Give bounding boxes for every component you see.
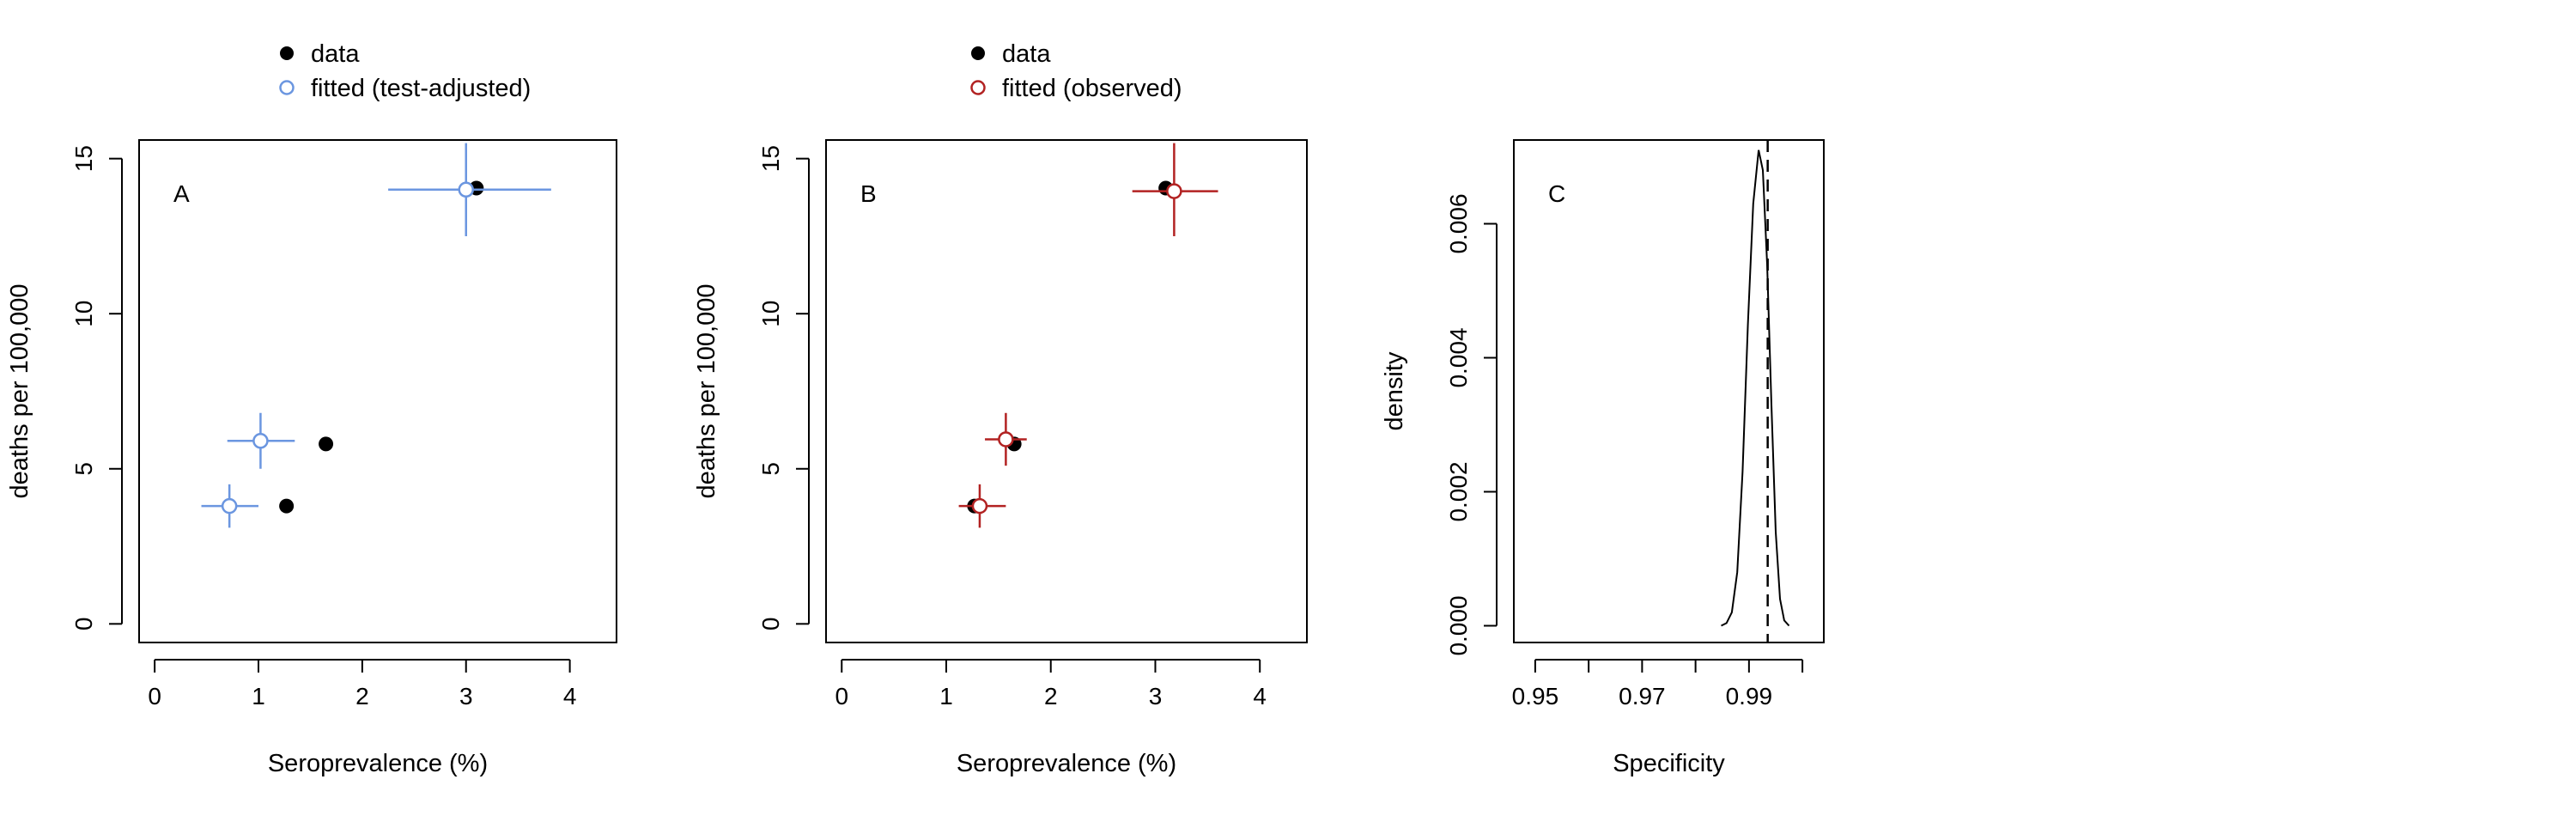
x-axis-label: Seroprevalence (%) (957, 750, 1176, 777)
legend-marker (971, 46, 985, 60)
y-tick-label: 15 (757, 145, 784, 172)
data-point (319, 436, 334, 452)
data-point (279, 498, 295, 514)
x-tick-label: 0.97 (1619, 683, 1666, 709)
x-tick-label: 4 (563, 683, 577, 709)
y-tick-label: 0.002 (1445, 461, 1472, 521)
x-tick-label: 2 (355, 683, 369, 709)
y-tick-label: 0 (757, 618, 784, 631)
x-tick-label: 0 (148, 683, 161, 709)
y-tick-label: 10 (757, 301, 784, 327)
y-tick-label: 0.000 (1445, 595, 1472, 655)
legend-label: fitted (observed) (1002, 75, 1182, 102)
y-axis-label: deaths per 100,000 (693, 284, 720, 499)
x-axis-label: Seroprevalence (%) (268, 750, 488, 777)
panel-c: C 0.95 0.97 0.99 Specificity 0.000 0.002 0.004 0… (1381, 139, 1825, 777)
fitted-point (1166, 183, 1182, 199)
fitted-point (998, 431, 1014, 448)
x-tick-label: 0 (835, 683, 848, 709)
x-tick-label: 1 (939, 683, 953, 709)
y-tick-label: 0.006 (1445, 193, 1472, 253)
legend-marker (970, 80, 986, 95)
legend-marker (280, 46, 294, 60)
fitted-point (221, 497, 238, 515)
y-tick-label: 15 (70, 145, 97, 172)
x-tick-label: 1 (252, 683, 265, 709)
x-axis-label: Specificity (1613, 750, 1725, 777)
y-tick-label: 0.004 (1445, 327, 1472, 387)
fitted-point (252, 433, 269, 449)
panel-label: A (173, 180, 190, 207)
plot-frame (1513, 139, 1825, 643)
x-tick-label: 2 (1044, 683, 1058, 709)
plot-frame (825, 139, 1308, 643)
y-tick-label: 10 (70, 301, 97, 327)
panel-b: B 0 1 2 3 4 Seroprevalence (%) 0 5 10 15 deaths per… (693, 40, 1308, 777)
x-tick-label: 4 (1253, 683, 1267, 709)
x-tick-label: 3 (459, 683, 473, 709)
panel-label: B (860, 180, 877, 207)
y-tick-label: 0 (70, 618, 97, 631)
plot-frame (138, 139, 617, 643)
legend-marker (279, 80, 295, 95)
legend-label: data (1002, 40, 1051, 68)
y-tick-label: 5 (70, 462, 97, 476)
fitted-point (458, 181, 474, 198)
fitted-point (971, 497, 988, 515)
y-axis-label: deaths per 100,000 (6, 284, 33, 499)
legend-label: data (311, 40, 360, 68)
y-axis-label: density (1381, 351, 1408, 430)
panel-label: C (1548, 180, 1565, 207)
y-tick-label: 5 (757, 462, 784, 476)
x-tick-label: 0.95 (1512, 683, 1559, 709)
x-tick-label: 3 (1149, 683, 1163, 709)
density-curve (1721, 149, 1790, 627)
x-tick-label: 0.99 (1726, 683, 1773, 709)
legend-label: fitted (test-adjusted) (311, 75, 531, 102)
panel-a: A 0 1 2 3 4 Seroprevalence (%) 0 5 10 15 deaths per… (6, 40, 617, 777)
